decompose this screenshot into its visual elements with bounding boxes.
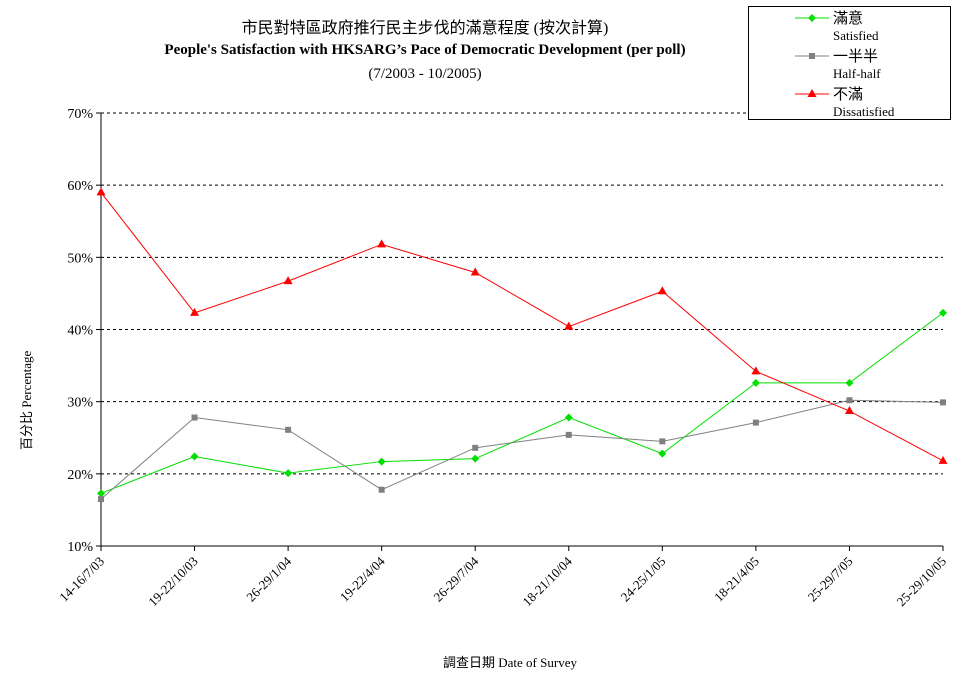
- x-tick-label: 26-29/1/04: [243, 553, 294, 604]
- legend-label-zh: 一半半: [833, 49, 879, 65]
- y-tick-label: 30%: [67, 396, 93, 411]
- chart-title: People's Satisfaction with HKSARG’s Pace…: [164, 42, 686, 58]
- data-point-triangle: [470, 267, 480, 276]
- data-point-square: [752, 419, 759, 426]
- data-point-square: [940, 399, 946, 406]
- data-point-diamond: [658, 449, 667, 458]
- data-point-square: [98, 496, 104, 503]
- chart-subtitle: (7/2003 - 10/2005): [368, 66, 482, 82]
- data-point-square: [659, 438, 666, 445]
- legend: 滿意 Satisfied 一半半 Half-half 不滿 Dissatisfied: [748, 6, 951, 120]
- data-point-triangle: [96, 187, 106, 196]
- legend-label-zh: 滿意: [833, 11, 864, 27]
- y-tick-label: 10%: [67, 540, 93, 555]
- x-tick-label: 24-25/1/05: [617, 554, 668, 605]
- data-point-triangle: [564, 321, 574, 330]
- data-point-diamond: [190, 452, 199, 461]
- y-tick-label: 60%: [67, 179, 93, 194]
- y-tick-label: 70%: [67, 107, 93, 122]
- x-axis-label: 調查日期 Date of Survey: [443, 655, 577, 670]
- data-point-triangle: [190, 307, 200, 316]
- legend-item: 不滿 Dissatisfied: [749, 83, 949, 121]
- legend-item: 一半半 Half-half: [749, 45, 949, 83]
- legend-symbol: [795, 89, 829, 97]
- x-tick-label: 19-22/4/04: [337, 553, 388, 604]
- x-tick-label: 19-22/10/03: [145, 554, 201, 610]
- data-point-triangle: [844, 406, 854, 415]
- data-point-triangle: [283, 276, 293, 285]
- data-point-diamond: [284, 469, 293, 478]
- y-axis-label: 百分比 Percentage: [19, 350, 34, 450]
- data-point-square: [565, 431, 572, 438]
- data-point-square: [191, 414, 198, 421]
- y-tick-label: 40%: [67, 324, 93, 339]
- data-point-square: [378, 486, 385, 493]
- x-tick-label: 18-21/4/05: [711, 554, 762, 605]
- data-point-triangle: [938, 455, 948, 464]
- data-point-diamond: [97, 489, 105, 498]
- x-tick-label: 25-29/7/05: [805, 554, 856, 605]
- legend-symbol: [795, 53, 829, 59]
- data-point-diamond: [471, 454, 480, 463]
- x-tick-label: 25-29/10/05: [894, 554, 950, 610]
- series-line-diamond: [100, 312, 944, 494]
- series-line-square: [100, 399, 944, 500]
- data-point-diamond: [564, 413, 573, 422]
- legend-label-en: Half-half: [833, 66, 881, 81]
- data-point-triangle: [657, 286, 667, 295]
- data-point-diamond: [751, 378, 760, 387]
- data-point-square: [472, 444, 479, 451]
- legend-label-en: Dissatisfied: [833, 104, 895, 119]
- data-point-square: [285, 426, 292, 433]
- x-tick-label: 14-16/7/03: [56, 554, 107, 605]
- x-tick-label: 18-21/10/04: [519, 553, 575, 609]
- data-point-triangle: [377, 239, 387, 248]
- chart-title-zh: 市民對特區政府推行民主步伐的滿意程度 (按次計算): [241, 20, 609, 37]
- legend-label-en: Satisfied: [833, 28, 879, 43]
- data-point-diamond: [845, 378, 854, 387]
- x-tick-label: 26-29/7/04: [430, 553, 481, 604]
- legend-symbol: [795, 14, 829, 22]
- legend-item: 滿意 Satisfied: [749, 7, 949, 45]
- series-line-triangle: [100, 192, 944, 462]
- data-point-square: [846, 397, 853, 404]
- y-tick-label: 50%: [67, 251, 93, 266]
- data-point-triangle: [751, 366, 761, 375]
- data-point-diamond: [377, 457, 386, 466]
- legend-label-zh: 不滿: [833, 87, 864, 103]
- data-point-diamond: [939, 308, 947, 317]
- y-tick-label: 20%: [67, 468, 93, 483]
